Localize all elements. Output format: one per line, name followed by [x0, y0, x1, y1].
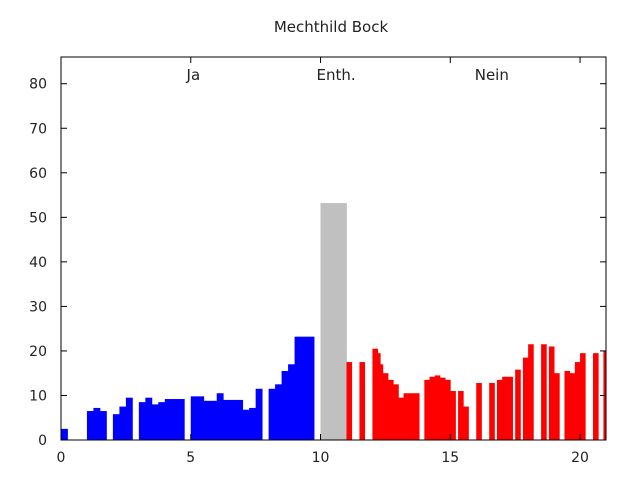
bar-s2-7: [393, 384, 399, 440]
y-tick-label-0: 0: [38, 433, 47, 449]
bar-s2-9: [403, 393, 410, 440]
bar-s0-1: [86, 411, 94, 440]
bar-s0-31: [307, 336, 315, 440]
bar-s2-8: [398, 397, 404, 440]
bar-s0-8: [145, 397, 153, 440]
y-tick-label-5: 50: [29, 210, 47, 226]
x-tick-label-3: 15: [441, 450, 459, 466]
bar-s2-17: [450, 391, 456, 440]
bar-s0-19: [223, 399, 231, 440]
region-labels: Ja Enth. Nein: [186, 66, 509, 84]
bar-s2-12: [424, 379, 430, 440]
bar-s2-4: [377, 364, 384, 440]
x-tick-label-0: 0: [57, 450, 66, 466]
y-tick-label-1: 10: [29, 388, 47, 404]
bar-s2-26: [522, 357, 529, 440]
axes: 0 5 10 15 20 0 10 20 30 40 50 60 70 80: [29, 56, 607, 466]
bar-s2-1: [359, 362, 366, 440]
bar-s2-34: [580, 353, 586, 440]
bar-s2-21: [489, 382, 495, 440]
x-tick-label-4: 20: [571, 450, 589, 466]
bar-s2-10: [408, 393, 415, 440]
bar-s0-9: [151, 404, 159, 440]
bar-s0-10: [158, 402, 166, 440]
plot-frame: [60, 56, 607, 441]
x-tick-label-2: 10: [312, 450, 330, 466]
y-tick-label-6: 60: [29, 166, 47, 182]
x-tick-label-1: 5: [186, 450, 195, 466]
y-tick-label-7: 70: [29, 121, 47, 137]
bar-s2-22: [497, 379, 503, 440]
bar-s0-23: [249, 407, 257, 440]
bar-s2-6: [388, 379, 394, 440]
bar-s1-0: [320, 203, 347, 440]
bar-s0-21: [236, 399, 244, 440]
bar-s0-16: [203, 400, 211, 440]
bar-s2-5: [382, 373, 389, 440]
bar-s0-22: [242, 409, 250, 440]
y-tick-label-8: 80: [29, 77, 47, 93]
bar-s0-30: [301, 336, 308, 440]
bar-s0-7: [138, 402, 146, 440]
bar-s0-29: [294, 336, 302, 440]
bar-s0-26: [275, 384, 282, 440]
bar-s2-31: [564, 370, 571, 440]
bar-s0-25: [268, 388, 276, 440]
bar-s0-27: [281, 370, 289, 440]
region-label-0: Ja: [186, 66, 201, 84]
y-tick-label-4: 40: [29, 255, 47, 271]
bar-s0-24: [255, 388, 263, 440]
bar-s0-28: [288, 364, 295, 440]
bar-s2-24: [507, 376, 513, 440]
bar-s2-23: [502, 376, 508, 440]
y-tick-label-2: 20: [29, 344, 47, 360]
bar-s0-11: [164, 399, 172, 440]
y-tick-label-3: 30: [29, 299, 47, 315]
bar-s2-16: [445, 379, 451, 440]
bar-s2-13: [429, 376, 436, 440]
bar-s0-3: [99, 411, 107, 440]
bar-s2-11: [413, 393, 420, 440]
bar-s0-14: [190, 396, 198, 440]
bar-s0-4: [112, 414, 120, 440]
bar-s0-13: [177, 399, 185, 440]
chart-title: Mechthild Bock: [274, 18, 389, 36]
bar-s0-20: [229, 399, 237, 440]
bar-s2-25: [515, 369, 521, 440]
bar-s2-18: [458, 391, 464, 440]
bar-s2-35: [593, 353, 599, 440]
bar-s2-0: [346, 362, 353, 440]
bar-s2-20: [476, 382, 482, 440]
region-label-1: Enth.: [317, 66, 356, 84]
bar-s2-14: [434, 375, 441, 440]
bar-s0-5: [119, 406, 127, 440]
bar-s2-28: [541, 344, 547, 440]
bar-s0-0: [61, 428, 68, 440]
bar-s2-15: [439, 377, 446, 440]
bar-s0-17: [210, 400, 218, 440]
bar-s0-6: [125, 397, 133, 440]
bar-s0-15: [197, 396, 205, 440]
bar-s0-2: [93, 407, 101, 440]
bar-s2-29: [548, 346, 555, 440]
bar-s0-18: [216, 393, 224, 440]
bar-s2-19: [463, 406, 469, 440]
plot-bars: [61, 203, 607, 440]
bar-s2-30: [554, 373, 560, 440]
bar-s2-33: [574, 362, 581, 440]
bar-s0-12: [171, 399, 179, 440]
bar-s2-32: [569, 373, 576, 440]
region-label-2: Nein: [475, 66, 509, 84]
bar-s2-27: [528, 344, 534, 440]
